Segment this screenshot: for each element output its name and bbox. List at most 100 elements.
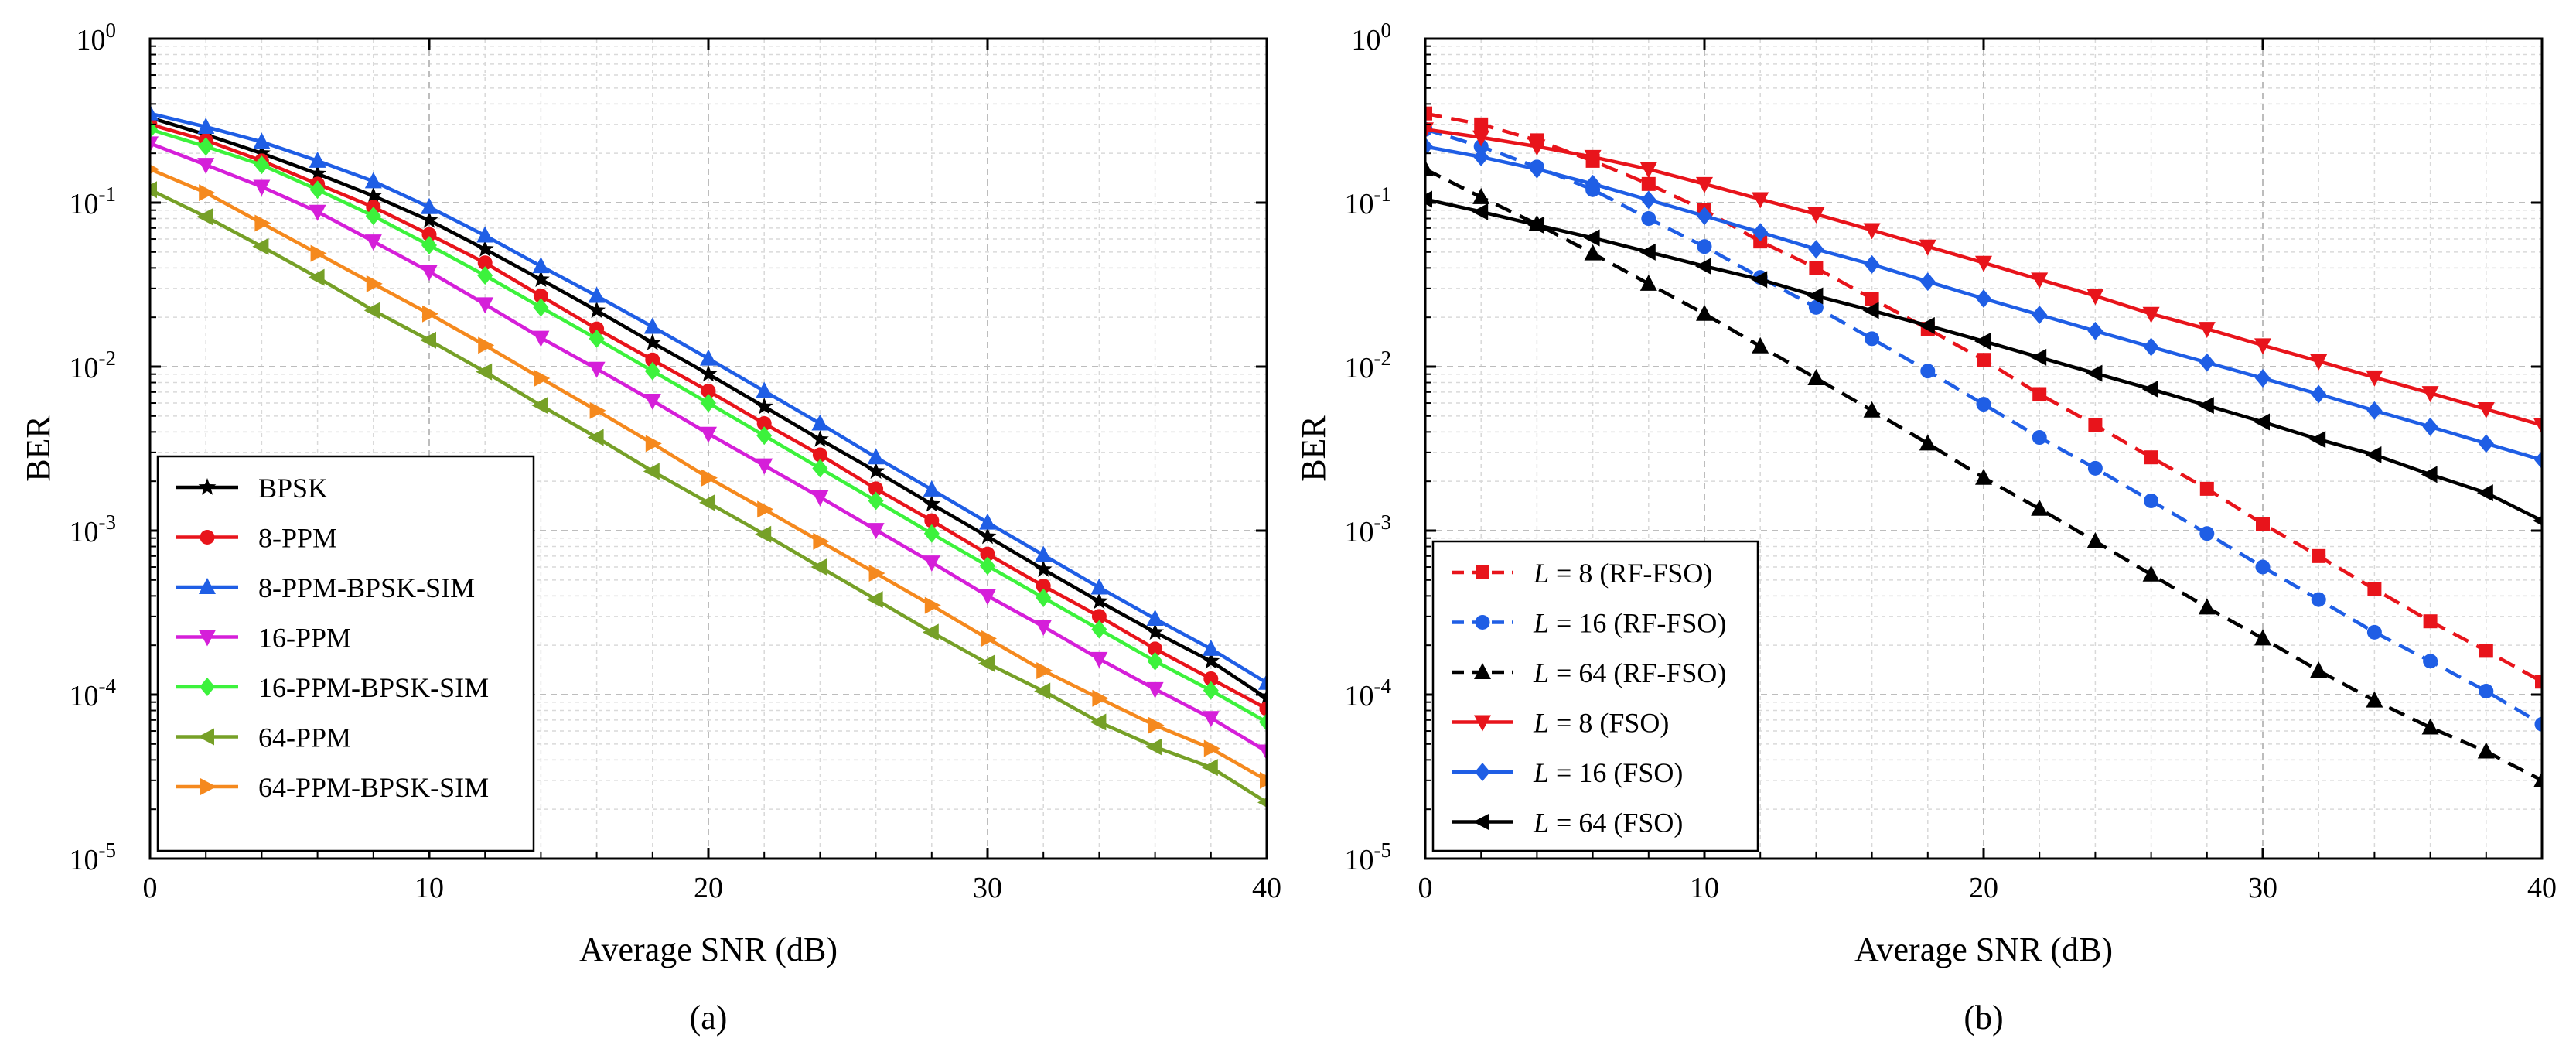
data-marker <box>1472 187 1490 204</box>
data-marker <box>2422 417 2438 436</box>
data-marker <box>980 556 995 576</box>
data-marker <box>1527 216 1544 234</box>
data-marker <box>978 527 997 545</box>
data-marker <box>1258 673 1267 690</box>
data-marker <box>2309 431 2326 449</box>
data-marker <box>1425 159 1434 176</box>
legend-label: BPSK <box>258 473 328 504</box>
data-marker <box>2479 644 2493 658</box>
data-marker <box>2255 559 2271 575</box>
data-marker <box>1202 711 1220 728</box>
data-marker <box>1203 739 1220 757</box>
data-marker <box>2534 716 2542 732</box>
data-marker <box>978 654 995 672</box>
data-marker <box>2311 384 2327 404</box>
data-marker <box>1036 662 1053 680</box>
data-marker <box>2421 466 2438 483</box>
data-marker <box>588 286 606 303</box>
data-marker <box>1090 578 1108 595</box>
data-marker <box>589 321 605 336</box>
data-marker <box>197 117 215 134</box>
data-marker <box>420 331 436 349</box>
data-marker <box>477 255 493 271</box>
data-marker <box>980 546 995 562</box>
data-marker <box>2088 418 2103 432</box>
data-marker <box>309 164 327 182</box>
data-marker <box>2533 770 2542 787</box>
data-marker <box>2478 434 2494 453</box>
ticks: 0 10 20 30 40 100 10-1 10-2 10-3 10-4 10-5 <box>70 19 1282 904</box>
legend-label: L = 64 (FSO) <box>1533 808 1683 839</box>
legend-marker <box>198 478 217 495</box>
y-tick-label: 100 <box>1352 19 1392 56</box>
data-marker <box>1975 255 1992 272</box>
data-marker <box>1639 274 1657 291</box>
data-marker <box>150 164 159 175</box>
series-group <box>1425 106 2542 787</box>
data-marker <box>1146 681 1164 698</box>
data-marker <box>310 244 327 262</box>
data-marker <box>1035 545 1053 562</box>
y-axis-label: BER <box>19 415 57 482</box>
data-marker <box>1202 651 1220 669</box>
data-marker <box>1258 744 1267 761</box>
data-marker <box>1807 368 1825 385</box>
data-marker <box>1639 162 1657 179</box>
panel-caption: (b) <box>1964 999 2003 1037</box>
data-marker <box>2143 337 2159 357</box>
legend-marker <box>1474 663 1491 679</box>
x-tick-label: 20 <box>1969 872 1998 904</box>
legend-marker <box>1475 763 1490 781</box>
data-marker <box>1976 289 1991 309</box>
y-tick-label: 10-1 <box>1345 183 1392 220</box>
data-marker <box>1473 147 1489 166</box>
legend-marker <box>199 630 216 647</box>
data-marker <box>1752 223 1769 242</box>
data-marker <box>588 301 606 319</box>
data-marker <box>2477 742 2495 759</box>
data-marker <box>1862 302 1879 319</box>
data-marker <box>812 459 828 478</box>
data-marker <box>810 558 827 576</box>
y-tick-label: 100 <box>77 19 117 56</box>
data-marker <box>1090 592 1108 610</box>
legend-marker <box>1475 615 1490 630</box>
data-marker <box>1146 623 1165 640</box>
data-marker <box>2312 548 2326 563</box>
data-marker <box>1974 333 1991 350</box>
data-marker <box>2310 661 2328 678</box>
data-marker <box>979 513 996 530</box>
legend-marker <box>200 678 215 696</box>
data-marker <box>2086 289 2104 306</box>
data-marker <box>1472 203 1489 220</box>
data-marker <box>2197 397 2214 415</box>
legend-label: L = 64 (RF-FSO) <box>1533 658 1726 688</box>
data-marker <box>588 361 606 378</box>
data-marker <box>1529 159 1545 179</box>
data-marker <box>1751 271 1768 289</box>
data-marker <box>365 207 381 226</box>
data-marker <box>532 257 550 274</box>
legend-marker <box>200 530 215 545</box>
data-marker <box>2423 614 2438 629</box>
data-marker <box>2311 592 2326 607</box>
legend: BPSK 8-PPM 8-PPM-BPSK-SIM 16-PPM 16-PPM-BPSK… <box>156 455 535 852</box>
data-marker <box>1090 713 1107 731</box>
data-marker <box>150 136 159 153</box>
x-tick-label: 10 <box>415 872 444 904</box>
legend-label: 16-PPM-BPSK-SIM <box>258 672 489 703</box>
data-marker <box>363 302 380 319</box>
legend: L = 8 (RF-FSO) L = 16 (RF-FSO) L = 64 (RF-… <box>1431 540 1759 852</box>
data-marker <box>2256 517 2270 531</box>
chart-panel-b: 0 10 20 30 40 100 10-1 10-2 10-3 10-4 10-5 Average … <box>1295 19 2557 1037</box>
data-marker <box>867 462 885 480</box>
series-group <box>150 104 1267 808</box>
y-tick-label: 10-3 <box>1345 511 1392 548</box>
data-marker <box>1260 771 1267 789</box>
data-marker <box>476 363 493 381</box>
legend-label: L = 16 (FSO) <box>1533 757 1683 788</box>
data-marker <box>1809 261 1824 275</box>
data-marker <box>1640 190 1656 210</box>
data-marker <box>364 172 382 189</box>
